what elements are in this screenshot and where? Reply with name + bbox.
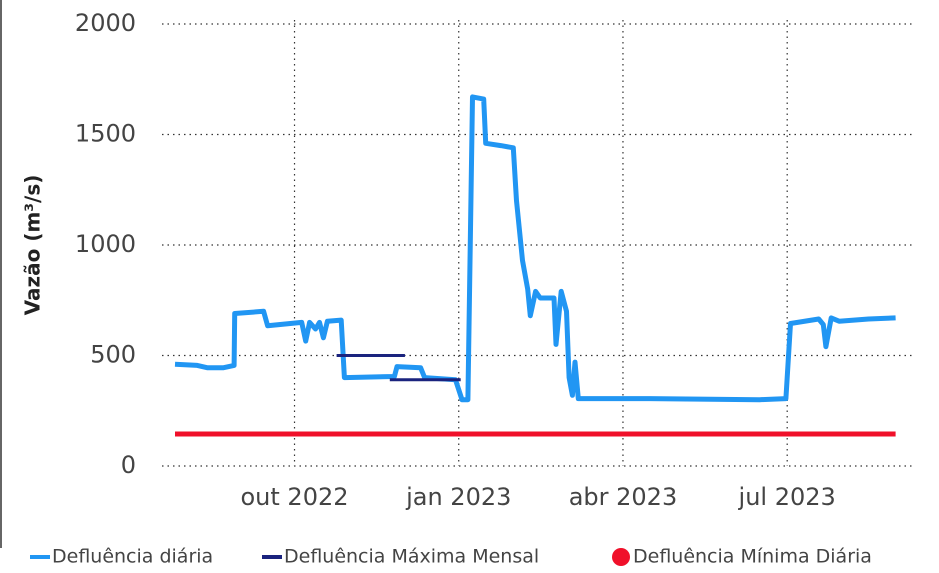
y-tick-label: 1000 xyxy=(75,230,136,258)
legend-label: Defluência Máxima Mensal xyxy=(284,546,539,568)
legend-label: Defluência diária xyxy=(52,546,213,568)
y-axis-label: Vazão (m³/s) xyxy=(21,175,45,316)
x-tick-label: abr 2023 xyxy=(569,483,678,511)
data-line xyxy=(174,94,896,403)
y-tick-label: 500 xyxy=(90,341,136,369)
y-tick-label: 0 xyxy=(121,451,136,479)
x-tick-label: jul 2023 xyxy=(738,483,836,511)
y-tick-label: 2000 xyxy=(75,9,136,37)
x-tick-label: out 2022 xyxy=(241,483,349,511)
y-tick-label: 1500 xyxy=(75,120,136,148)
x-tick-label: jan 2023 xyxy=(405,483,511,511)
legend-marker xyxy=(612,548,630,566)
legend-label: Defluência Mínima Diária xyxy=(633,546,872,568)
data-line xyxy=(336,354,461,382)
